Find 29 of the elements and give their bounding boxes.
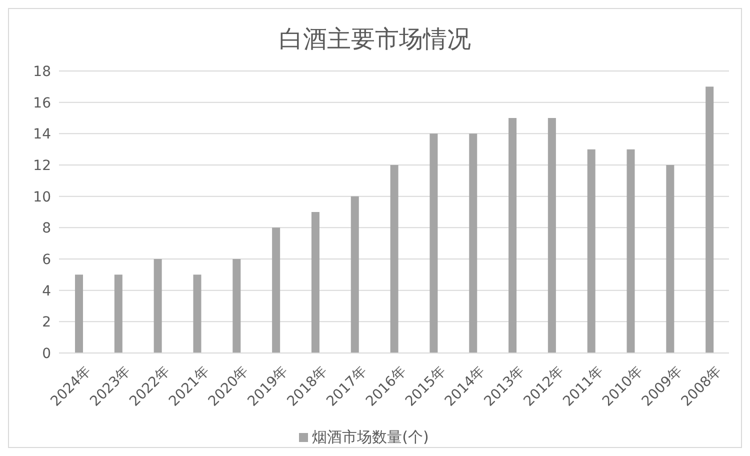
bar (587, 149, 596, 353)
bar (430, 134, 438, 353)
bar (626, 149, 635, 353)
bar (350, 196, 359, 353)
bar (390, 165, 398, 353)
y-tick-label: 6 (42, 252, 52, 268)
bar (75, 274, 83, 353)
y-tick-label: 8 (42, 220, 51, 237)
y-tick-label: 10 (33, 189, 51, 206)
y-tick-label: 14 (33, 126, 52, 143)
bar (154, 259, 162, 353)
bar (193, 274, 202, 353)
bar (232, 259, 241, 353)
bar (469, 134, 478, 353)
y-tick-label: 2 (42, 314, 51, 331)
y-tick-label: 4 (42, 283, 52, 300)
bar (272, 228, 280, 353)
bar (706, 86, 714, 353)
y-tick-label: 0 (42, 346, 51, 362)
bar (666, 165, 674, 353)
y-tick-label: 18 (33, 64, 51, 80)
bar (548, 118, 556, 353)
bar (508, 118, 517, 353)
legend-label: 烟酒市场数量(个) (312, 428, 429, 446)
y-tick-label: 16 (33, 95, 52, 112)
y-tick-label: 12 (33, 158, 51, 174)
bar (311, 212, 320, 353)
bar (114, 274, 122, 353)
chart-title: 白酒主要市场情况 (278, 24, 472, 55)
